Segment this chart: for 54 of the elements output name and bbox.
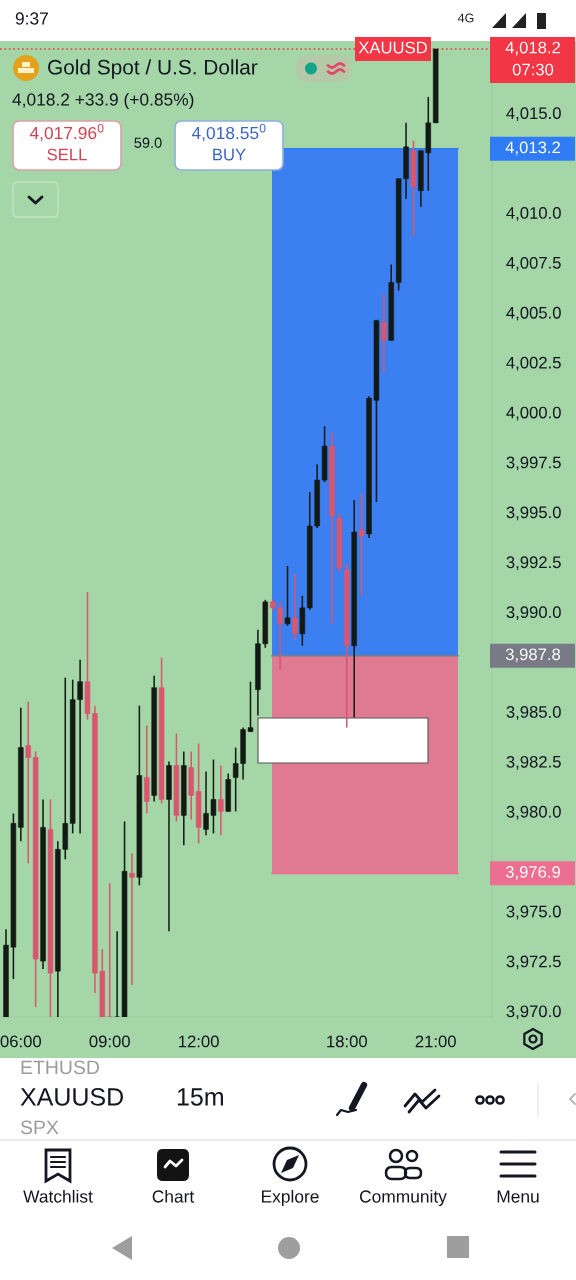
y-tick-label: 3,982.5: [506, 755, 561, 770]
y-tick-label: 3,990.0: [506, 606, 561, 620]
x-tick-label: 18:00: [327, 1035, 367, 1048]
y-tick-label: 4,002.5: [506, 356, 561, 371]
ref-line-label: 4,013.2: [505, 141, 560, 156]
x-tick-label: 06:00: [0, 1035, 42, 1048]
y-tick-label: 3,997.5: [506, 456, 561, 471]
y-tick-label: 3,972.5: [506, 955, 561, 970]
candlestick: [107, 882, 113, 1017]
candlestick: [358, 493, 365, 597]
annotation: SELL: [47, 148, 87, 161]
text: SPX: [20, 1120, 59, 1135]
y-tick-label: 3,992.5: [506, 556, 561, 571]
y-tick-label: 3,985.0: [506, 706, 561, 720]
annotation: 59.0: [134, 137, 162, 148]
y-tick-label: 3,970.0: [506, 1005, 561, 1020]
text: Chart: [152, 1189, 195, 1203]
y-tick-label: 3,975.0: [506, 905, 561, 920]
y-tick-label: 4,007.5: [506, 256, 561, 271]
text: Explore: [261, 1189, 319, 1207]
x-tick-label: 21:00: [415, 1035, 456, 1048]
annotation: BUY: [213, 148, 246, 161]
candlestick: [129, 852, 135, 986]
y-tick-label: 4,015.0: [506, 107, 561, 122]
y-tick-label: 3,980.0: [506, 805, 561, 820]
text: Watchlist: [23, 1189, 93, 1203]
text: 9:37: [15, 12, 48, 25]
candlestick: [218, 764, 224, 837]
ref-line-label: 3,976.9: [505, 865, 561, 880]
candlestick: [284, 565, 291, 627]
text: Community: [359, 1189, 447, 1207]
text: ETHUSD: [21, 1060, 100, 1075]
candlestick: [144, 724, 150, 815]
text: 4,018.2 +33.9 (+0.85%): [12, 92, 194, 110]
annotation: XAUUSD: [358, 41, 427, 54]
text: XAUUSD: [20, 1088, 123, 1106]
annotation: 4,017.96$^{0}$: [29, 123, 104, 142]
candlestick: [292, 573, 298, 641]
y-tick-label: 3,995.0: [506, 506, 561, 521]
text: Menu: [497, 1190, 539, 1203]
y-tick-label: 4,000.0: [506, 406, 561, 421]
text: 07:30: [512, 63, 554, 76]
candlestick: [381, 293, 387, 374]
text: Gold Spot / U.S. Dollar: [48, 59, 258, 79]
text: 4G: [457, 13, 474, 23]
x-tick-label: 12:00: [179, 1035, 219, 1048]
y-tick-label: 4,005.0: [506, 306, 561, 321]
x-tick-label: 09:00: [89, 1035, 130, 1048]
ref-line-label: 3,987.8: [505, 648, 561, 663]
ref-line-label: 4,018.2: [505, 41, 560, 56]
annotation: 4,018.55$^{0}$: [191, 123, 266, 142]
text: 15m: [177, 1088, 223, 1106]
candlestick: [25, 700, 31, 865]
y-tick-label: 4,010.0: [506, 207, 561, 221]
